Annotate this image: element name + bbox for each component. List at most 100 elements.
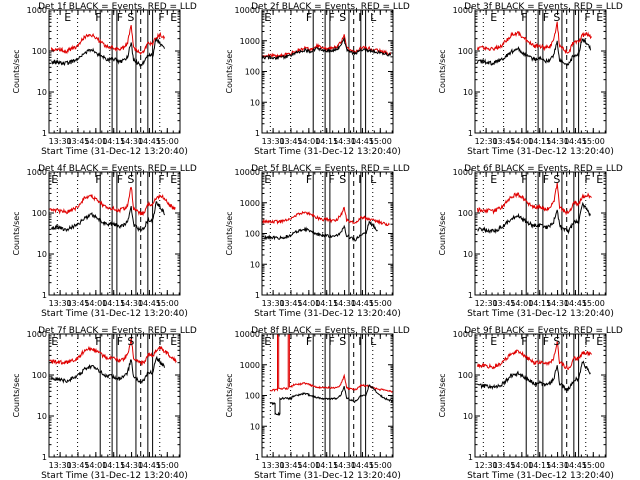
y-tick-label: 1000 bbox=[453, 168, 473, 177]
phase-marker-label: F bbox=[584, 173, 590, 186]
phase-marker-label: S bbox=[339, 11, 346, 24]
phase-marker-label: F bbox=[584, 335, 590, 348]
plot-frame bbox=[48, 171, 181, 296]
x-tick-label: 15:00 bbox=[369, 137, 392, 146]
plot-frame bbox=[48, 9, 181, 134]
phase-marker-label: I bbox=[358, 11, 361, 24]
y-axis-label: Counts/sec bbox=[12, 373, 21, 417]
y-tick-label: 1 bbox=[42, 291, 47, 300]
x-axis-label: Start Time (31-Dec-12 13:20:40) bbox=[254, 471, 401, 480]
x-tick-label: 14:00 bbox=[297, 137, 320, 146]
plot-frame bbox=[474, 9, 607, 134]
phase-marker-label: F bbox=[95, 11, 101, 24]
y-tick-label: 100 bbox=[32, 209, 47, 218]
series-line-lld bbox=[261, 206, 390, 227]
x-tick-label: 14:00 bbox=[510, 299, 533, 308]
y-tick-label: 10 bbox=[37, 88, 47, 97]
chart-title: Det 7f BLACK = Events, RED = LLD bbox=[38, 326, 197, 336]
phase-marker-label: E bbox=[490, 335, 497, 348]
series-line-events bbox=[263, 220, 378, 242]
x-tick-label: 13:45 bbox=[66, 137, 89, 146]
y-tick-label: 100 bbox=[32, 47, 47, 56]
y-axis-label: Counts/sec bbox=[438, 49, 447, 93]
phase-marker-label: E bbox=[64, 11, 71, 24]
phase-marker-label: F bbox=[543, 335, 549, 348]
x-tick-label: 14:15 bbox=[528, 461, 551, 470]
x-tick-label: 14:45 bbox=[138, 461, 161, 470]
series-line-events bbox=[51, 37, 165, 67]
y-tick-label: 1000 bbox=[453, 6, 473, 15]
y-tick-label: 10 bbox=[463, 250, 473, 259]
phase-marker-label: F bbox=[158, 335, 164, 348]
phase-marker-label: F bbox=[158, 173, 164, 186]
series-line-events bbox=[261, 36, 392, 61]
chart-title: Det 2f BLACK = Events, RED = LLD bbox=[251, 2, 410, 12]
phase-marker-label: E bbox=[170, 335, 177, 348]
phase-marker-label: I bbox=[358, 173, 361, 186]
x-tick-label: 12:30 bbox=[475, 299, 498, 308]
x-tick-label: 14:00 bbox=[510, 461, 533, 470]
phase-marker-label: F bbox=[306, 335, 312, 348]
phase-marker-label: E bbox=[596, 11, 603, 24]
x-tick-label: 15:00 bbox=[369, 299, 392, 308]
phase-marker-label: F bbox=[521, 173, 527, 186]
y-tick-label: 100 bbox=[458, 47, 473, 56]
y-tick-label: 100 bbox=[245, 68, 260, 77]
phase-marker-label: S bbox=[553, 11, 560, 24]
y-tick-label: 10000 bbox=[235, 330, 260, 339]
x-axis-label: Start Time (31-Dec-12 13:20:40) bbox=[254, 309, 401, 319]
x-axis-label: Start Time (31-Dec-12 13:20:40) bbox=[254, 147, 401, 157]
series-line-lld bbox=[50, 25, 165, 56]
x-tick-label: 14:00 bbox=[297, 299, 320, 308]
x-tick-label: 14:45 bbox=[351, 137, 374, 146]
phase-marker-label: F bbox=[117, 173, 123, 186]
y-tick-label: 100 bbox=[245, 230, 260, 239]
x-tick-label: 14:00 bbox=[84, 137, 107, 146]
y-tick-label: 10 bbox=[37, 412, 47, 421]
phase-marker-label: F bbox=[543, 173, 549, 186]
x-tick-label: 14:15 bbox=[102, 299, 125, 308]
x-axis-label: Start Time (31-Dec-12 13:20:40) bbox=[467, 147, 614, 157]
plot-frame bbox=[48, 333, 181, 458]
x-tick-label: 15:00 bbox=[582, 299, 605, 308]
y-axis-label: Counts/sec bbox=[12, 49, 21, 93]
phase-marker-label: S bbox=[339, 335, 346, 348]
y-tick-label: 1000 bbox=[240, 37, 260, 46]
y-tick-label: 1000 bbox=[27, 330, 47, 339]
phase-marker-label: S bbox=[553, 335, 560, 348]
x-tick-label: 13:30 bbox=[262, 461, 285, 470]
phase-marker-label: E bbox=[264, 335, 271, 348]
y-tick-label: 1 bbox=[255, 129, 260, 138]
series-line-events bbox=[477, 201, 591, 235]
x-tick-label: 14:00 bbox=[84, 461, 107, 470]
x-tick-label: 14:00 bbox=[510, 137, 533, 146]
x-tick-label: 14:45 bbox=[564, 299, 587, 308]
phase-marker-label: F bbox=[306, 173, 312, 186]
x-tick-label: 14:30 bbox=[120, 299, 143, 308]
x-tick-label: 14:30 bbox=[120, 137, 143, 146]
series-line-lld bbox=[261, 34, 392, 59]
phase-marker-label: F bbox=[584, 11, 590, 24]
y-tick-label: 10000 bbox=[235, 168, 260, 177]
phase-marker-label: S bbox=[127, 11, 134, 24]
y-tick-label: 1000 bbox=[453, 330, 473, 339]
phase-marker-label: F bbox=[329, 173, 335, 186]
phase-marker-label: F bbox=[95, 173, 101, 186]
y-tick-label: 10 bbox=[463, 88, 473, 97]
phase-marker-label: E bbox=[264, 173, 271, 186]
y-tick-label: 100 bbox=[458, 209, 473, 218]
y-tick-label: 1 bbox=[468, 129, 473, 138]
x-tick-label: 14:45 bbox=[138, 299, 161, 308]
phase-marker-label: E bbox=[596, 173, 603, 186]
x-tick-label: 14:15 bbox=[528, 137, 551, 146]
x-axis-label: Start Time (31-Dec-12 13:20:40) bbox=[467, 309, 614, 319]
series-line-events bbox=[270, 384, 394, 416]
